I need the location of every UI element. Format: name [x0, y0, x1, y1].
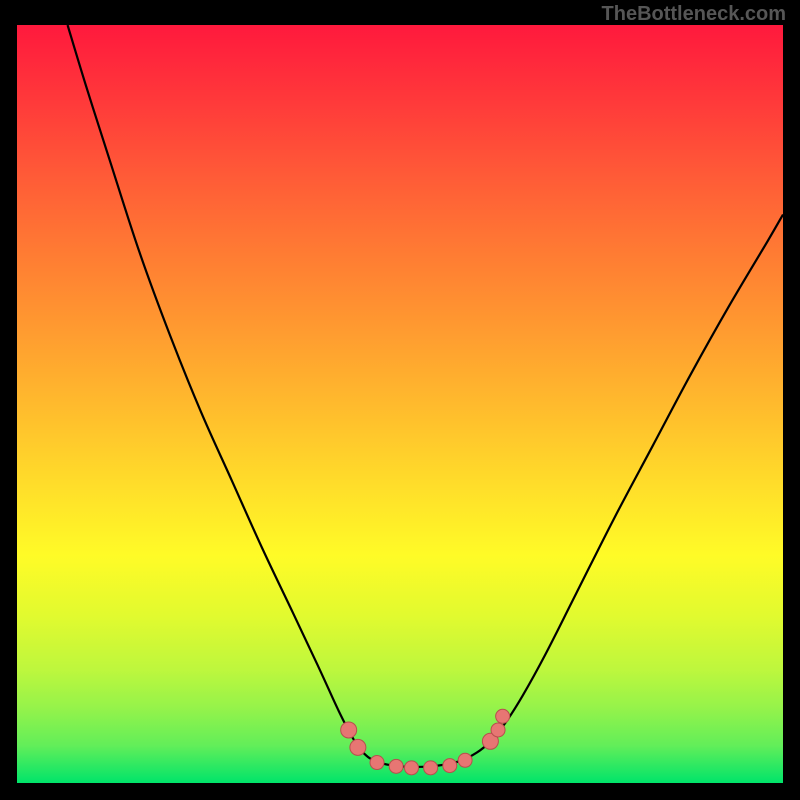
source-watermark: TheBottleneck.com [602, 3, 786, 26]
chart-frame: TheBottleneck.com [0, 0, 800, 800]
chart-plot-area [17, 25, 783, 783]
